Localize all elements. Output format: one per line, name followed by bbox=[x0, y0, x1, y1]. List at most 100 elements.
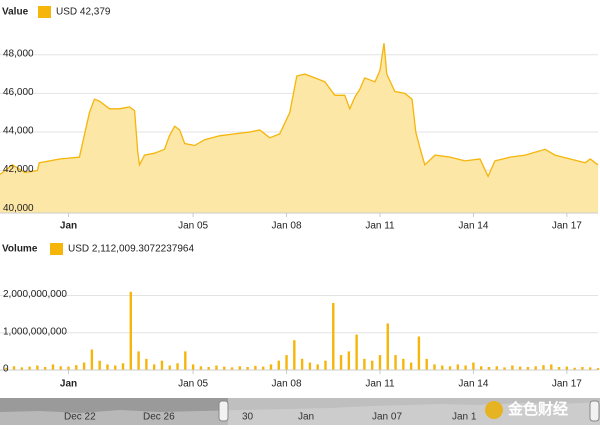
watermark: 金色财经 bbox=[507, 400, 568, 418]
legend-name: Volume bbox=[2, 244, 38, 255]
bar bbox=[394, 355, 397, 370]
x-tick-label: Jan 17 bbox=[552, 221, 582, 232]
bar bbox=[550, 364, 553, 370]
area-fill bbox=[0, 43, 598, 214]
bar bbox=[386, 323, 389, 370]
bar bbox=[184, 351, 187, 370]
y-tick-label: 40,000 bbox=[3, 203, 34, 214]
bar bbox=[43, 367, 47, 370]
y-tick-label: 48,000 bbox=[3, 48, 34, 59]
navigator-label: 30 bbox=[242, 412, 254, 423]
navigator-selection[interactable] bbox=[228, 398, 600, 425]
navigator-label: Jan bbox=[298, 412, 314, 423]
bar bbox=[332, 302, 335, 370]
bar bbox=[581, 367, 584, 370]
bar bbox=[67, 366, 70, 370]
bar bbox=[261, 366, 265, 370]
bar bbox=[293, 340, 296, 370]
y-tick-label: 0 bbox=[3, 364, 9, 375]
bar bbox=[370, 360, 374, 370]
bar bbox=[145, 358, 148, 370]
bar bbox=[441, 365, 444, 370]
bar bbox=[5, 367, 8, 370]
bar bbox=[464, 365, 467, 370]
x-tick-label: Jan 05 bbox=[178, 221, 208, 232]
navigator: Dec 22 Dec 26 30 Jan Jan 07 Jan 1 金色财经 bbox=[0, 398, 600, 425]
legend-name: Value bbox=[2, 7, 29, 18]
bar bbox=[480, 366, 483, 370]
bar bbox=[90, 349, 94, 370]
x-tick-label: Jan 05 bbox=[178, 379, 208, 390]
bar bbox=[277, 360, 280, 370]
bar bbox=[199, 366, 203, 370]
x-tick-label: Jan 08 bbox=[272, 221, 302, 232]
bar bbox=[230, 367, 234, 370]
y-tick-label: 42,000 bbox=[3, 164, 34, 175]
bar bbox=[518, 366, 522, 370]
bar bbox=[526, 367, 530, 370]
legend-value: USD 2,112,009.3072237964 bbox=[68, 244, 194, 255]
marks bbox=[5, 291, 600, 370]
x-tick-label: Jan 11 bbox=[365, 221, 395, 232]
bar bbox=[378, 355, 382, 370]
panel: 0 1,000,000,000 2,000,000,000 Jan Jan 05 Jan … bbox=[0, 243, 600, 390]
bar bbox=[106, 364, 109, 370]
bar bbox=[573, 367, 576, 370]
bar bbox=[75, 365, 78, 370]
bar bbox=[223, 366, 226, 370]
watermark-logo bbox=[485, 401, 503, 419]
grid bbox=[0, 295, 598, 371]
bar bbox=[339, 355, 343, 370]
bar bbox=[534, 366, 537, 370]
bar bbox=[215, 365, 218, 370]
y-tick-label: 2,000,000,000 bbox=[3, 289, 67, 300]
bar bbox=[425, 358, 428, 370]
line bbox=[0, 43, 599, 178]
charts: 40,000 42,000 44,000 46,000 48,000 Jan Jan 05 J… bbox=[0, 6, 600, 390]
bar bbox=[565, 366, 569, 370]
bar bbox=[503, 367, 506, 370]
x-tick-label: Jan 14 bbox=[458, 379, 488, 390]
navigator-label: Dec 26 bbox=[143, 412, 175, 423]
bar bbox=[129, 291, 133, 370]
navigator-handle[interactable] bbox=[589, 400, 600, 422]
legend-value: USD 42,379 bbox=[56, 7, 111, 18]
bar bbox=[487, 367, 491, 370]
panel: 40,000 42,000 44,000 46,000 48,000 Jan Jan 05 J… bbox=[0, 6, 599, 232]
x-tick-label: Jan 11 bbox=[365, 379, 395, 390]
bar bbox=[152, 364, 156, 370]
bar bbox=[355, 334, 358, 370]
navigator-label: Jan 07 bbox=[372, 412, 402, 423]
legend-swatch bbox=[50, 243, 63, 255]
navigator-label: Jan 1 bbox=[452, 412, 477, 423]
bar bbox=[269, 364, 273, 370]
bar bbox=[207, 367, 210, 370]
bar bbox=[12, 366, 16, 370]
bar bbox=[589, 367, 592, 370]
bar bbox=[308, 362, 312, 370]
bar bbox=[51, 364, 55, 370]
bar bbox=[596, 368, 600, 370]
legend-swatch bbox=[38, 6, 51, 18]
bar bbox=[409, 362, 413, 370]
bar bbox=[160, 360, 164, 370]
x-tick-label: Jan bbox=[60, 379, 77, 390]
y-tick-label: 44,000 bbox=[3, 126, 34, 137]
bar bbox=[456, 364, 460, 370]
bar bbox=[557, 367, 561, 370]
bar bbox=[137, 351, 140, 370]
bar bbox=[176, 363, 179, 370]
x-tick-label: Jan 17 bbox=[552, 379, 582, 390]
bar bbox=[59, 366, 62, 370]
bar bbox=[36, 365, 39, 370]
navigator-handle[interactable] bbox=[218, 400, 229, 422]
bar bbox=[347, 351, 351, 370]
bar bbox=[542, 365, 545, 370]
bar bbox=[363, 358, 366, 370]
bar bbox=[254, 365, 257, 370]
bar bbox=[246, 367, 249, 370]
y-tick-label: 1,000,000,000 bbox=[3, 326, 67, 337]
bar bbox=[472, 362, 475, 370]
bar bbox=[121, 363, 125, 370]
